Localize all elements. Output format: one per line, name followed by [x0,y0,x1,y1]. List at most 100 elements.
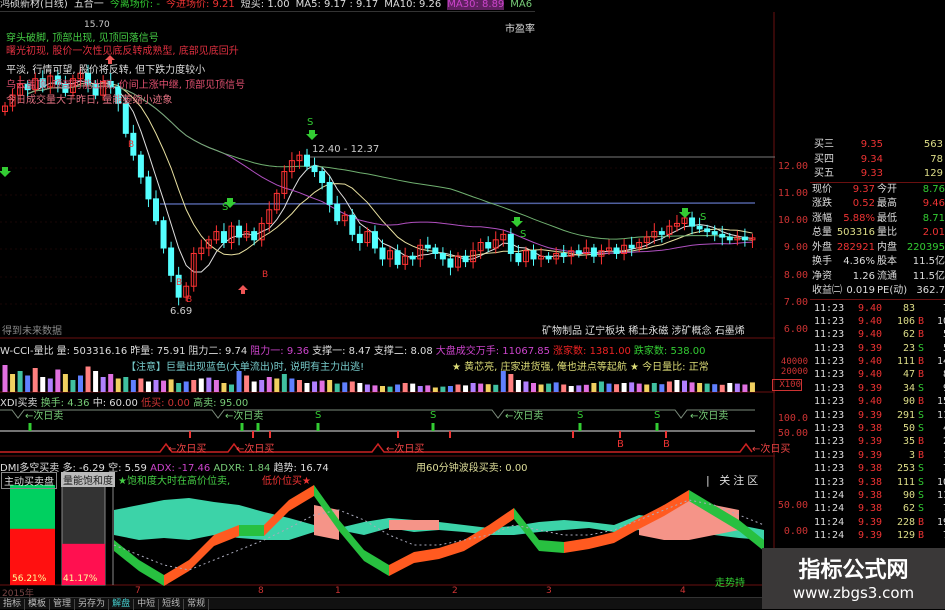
ma5-line [27,80,753,273]
vol-indicator-name[interactable]: W-CCI-量比 [0,346,54,357]
dmi-pink-band [389,520,414,530]
sell-tick [431,423,435,431]
tab-manage[interactable]: 管理 [50,599,76,610]
volume-bar [372,385,378,392]
resistance-1: 阻力一: 9.36 [250,346,310,357]
volume-bar [206,377,212,392]
tab-mid-short[interactable]: 中短 [134,599,160,610]
tick-row-cell: 9.40 [858,356,883,368]
candle-body [266,209,273,224]
tick-row-cell: 10 [936,476,945,488]
tick-row-cell: 90 [902,396,915,408]
quote-stat-row-cell: 收益㈡ [812,285,842,296]
high-price-label: 15.70 [84,20,110,30]
volume-bar [161,380,167,392]
volume-bar [93,371,99,392]
dmi-name[interactable]: DMI多空买卖 [0,463,60,474]
tab-regular[interactable]: 常规 [184,599,210,610]
volume-bar [749,382,755,392]
quote-stat-row: 净资 1.26 流通 11.5亿 [810,270,945,285]
volume-bar [568,386,574,392]
pattern-note-1: 穿头破脚, 顶部出现, 见顶回落信号 [6,33,159,44]
volume-bar [153,380,159,392]
date-year: 2015年 [2,589,34,599]
sector-tags[interactable]: 矿物制品 辽宁板块 稀土永磁 涉矿概念 石墨烯 [542,326,745,337]
dmi-trend-segment [314,485,339,531]
tab-short-term[interactable]: 短线 [159,599,185,610]
dmi-trend-segment [439,540,464,559]
tick-row-cell: 11:23 [814,302,845,314]
dmi-trend-segment [614,518,639,543]
sell-tick [316,423,320,431]
xdi-high-sell: 高卖: 95.00 [193,398,249,409]
volume-bar [727,383,733,392]
price-tick: 10.00 [777,215,808,226]
watermark-name: 指标公式网 [798,558,909,583]
tick-row-cell: 11:24 [814,503,845,515]
tick-row-cell: B [918,516,925,528]
tick-row-cell: 9.40 [858,329,883,341]
volume-bar [447,386,453,392]
saturation-fill [62,543,105,585]
volume-bar [463,385,469,392]
tick-row-cell: 5 [943,342,945,355]
order-book-row-cell: 买四 [814,153,834,165]
volume-bar [32,368,38,392]
dmi-trend-segment [214,525,239,546]
tick-row-cell: 9.40 [858,302,883,314]
tick-row-cell: 50 [902,423,915,435]
volume-bar [327,380,333,392]
volume-bar [115,378,121,392]
candle-body [296,154,303,162]
trend-hold-label: 走势持 [715,578,745,589]
sell-tick [256,423,260,431]
volume-bar [651,383,657,392]
indicator-name[interactable]: 五合一 [73,0,104,10]
volume-bar [364,384,370,392]
watermark-url: www.zbgs3.com [792,584,915,602]
volume-bar [176,383,182,392]
quote-stat-row-cell: 现价 [812,183,832,195]
dmi-adxr: ADXR: 1.84 [213,463,271,474]
sell-signal: S [307,117,313,128]
candle-body [643,236,650,244]
tick-row-cell: S [918,503,925,515]
tab-save-as[interactable]: 另存为 [75,599,110,610]
quote-stat-row-cell: 量比 [877,227,897,238]
tick-row-cell: 11:23 [814,449,845,461]
ma5-value: MA5: 9.17 : 9.17 [295,0,379,10]
tab-template[interactable]: 模板 [25,599,51,610]
dmi-teal-band [539,520,564,532]
xdi-low-buy: 低买: 0.00 [141,398,190,409]
pattern-note-5: 今日成交量大于昨日, 量能萎缩小迹象 [6,95,173,106]
tab-analysis[interactable]: 解盘 [109,599,135,610]
order-book-row-cell: 买五 [814,168,834,179]
buy-signal: B [176,278,182,288]
down-arrow-icon [0,167,11,177]
price-tick: 7.00 [783,297,808,308]
up-arrow-icon [238,285,248,294]
dmi-trend-segment [589,532,614,549]
tick-row-cell: 23 [902,342,915,354]
quote-stat-row: 现价 9.37 今开 8.76 [810,183,945,198]
tick-row-cell: 2 [943,435,945,448]
candle-body [168,247,175,276]
tick-row-cell: 3 [908,449,915,461]
quote-stat-row-cell: 11.5亿 [912,270,945,282]
support-1: 支撑一: 8.47 [312,346,371,357]
dmi-tick: 0.00 [783,526,808,537]
tick-row-cell: 34 [902,382,915,394]
prev-vol: 昨量: 75.91 [130,346,186,357]
tick-row-cell: 253 [896,463,915,475]
tab-indicator[interactable]: 指标 [0,599,26,610]
tick-row-cell: 7 [943,302,945,315]
order-book-row: 买五 9.33 129 [810,167,945,182]
candle-body [175,274,182,298]
xdi-name[interactable]: XDI买卖 [0,398,38,409]
tick-row-cell: 11:23 [814,423,845,435]
resistance-2: 阻力二: 9.74 [188,346,248,357]
order-book-row: 买四 9.34 78 [810,153,945,168]
quote-stat-row-cell: 换手 [812,256,832,267]
